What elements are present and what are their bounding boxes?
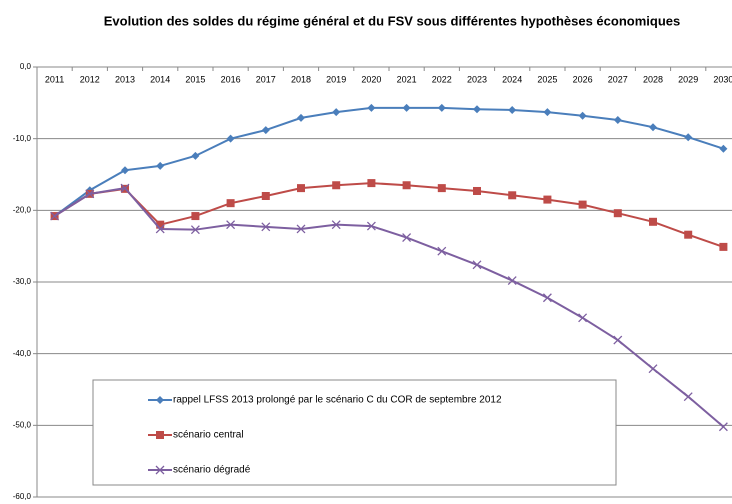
marker	[719, 144, 728, 153]
marker	[261, 192, 270, 200]
y-tick-label: -50,0	[13, 420, 32, 429]
marker	[508, 106, 517, 114]
marker	[437, 103, 446, 112]
marker	[473, 105, 481, 114]
x-tick-label: 2024	[502, 74, 522, 84]
marker	[613, 209, 622, 218]
marker	[191, 212, 200, 221]
marker	[121, 166, 129, 175]
marker	[649, 123, 657, 132]
marker	[508, 191, 517, 200]
legend-label: scénario central	[173, 430, 244, 441]
y-tick-label: -20,0	[13, 205, 32, 214]
legend-label: rappel LFSS 2013 prolongé par le scénari…	[173, 395, 502, 406]
y-tick-label: 0,0	[20, 62, 32, 71]
marker	[297, 113, 305, 122]
marker	[543, 195, 552, 204]
marker	[331, 220, 341, 230]
y-tick-label: -40,0	[13, 349, 32, 358]
marker	[332, 181, 341, 190]
marker	[402, 103, 411, 112]
x-tick-label: 2011	[45, 74, 64, 84]
marker	[402, 181, 411, 190]
x-tick-label: 2016	[221, 74, 241, 84]
marker	[226, 199, 235, 208]
marker	[156, 431, 164, 439]
marker	[719, 242, 728, 251]
marker	[507, 276, 517, 286]
y-tick-label: -60,0	[13, 492, 32, 501]
x-tick-label: 2028	[643, 74, 663, 84]
x-tick-label: 2023	[467, 74, 487, 84]
marker	[613, 335, 623, 345]
x-tick-label: 2030	[713, 74, 732, 84]
marker	[683, 392, 693, 402]
marker	[437, 246, 447, 256]
marker	[718, 422, 728, 432]
x-tick-label: 2026	[573, 74, 593, 84]
marker	[472, 260, 482, 270]
x-tick-label: 2012	[80, 74, 100, 84]
marker	[261, 126, 270, 135]
marker	[578, 313, 588, 323]
x-tick-label: 2017	[256, 74, 276, 84]
x-tick-label: 2021	[397, 74, 417, 84]
x-tick-label: 2019	[326, 74, 346, 84]
marker	[226, 220, 236, 230]
marker	[578, 200, 587, 209]
marker	[155, 224, 165, 234]
marker	[684, 133, 693, 142]
series-line	[54, 106, 724, 217]
chart-title: Evolution des soldes du régime général e…	[104, 13, 680, 28]
marker	[578, 111, 587, 120]
marker	[473, 186, 481, 195]
marker	[261, 222, 271, 232]
marker	[296, 224, 306, 234]
marker	[297, 184, 305, 193]
legend-box	[92, 379, 617, 486]
marker	[332, 108, 341, 117]
series-line	[54, 187, 725, 428]
marker	[367, 103, 376, 112]
marker	[437, 184, 446, 193]
y-tick-label: -10,0	[13, 134, 32, 143]
legend: rappel LFSS 2013 prolongé par le scénari…	[148, 395, 502, 476]
x-tick-label: 2027	[608, 74, 628, 84]
x-tick-label: 2013	[115, 74, 135, 84]
x-tick-label: 2025	[537, 74, 557, 84]
series-line	[54, 182, 724, 248]
marker	[190, 225, 200, 235]
x-tick-label: 2018	[291, 74, 311, 84]
x-tick-label: 2015	[185, 74, 205, 84]
marker	[367, 179, 376, 188]
marker	[191, 151, 200, 160]
marker	[543, 108, 552, 117]
marker	[684, 230, 693, 239]
marker	[649, 217, 657, 226]
marker	[542, 293, 552, 303]
y-tick-label: -30,0	[13, 277, 32, 286]
marker	[226, 134, 235, 143]
x-tick-label: 2020	[361, 74, 381, 84]
marker	[613, 116, 622, 125]
marker	[155, 465, 165, 475]
x-tick-label: 2022	[432, 74, 452, 84]
marker	[156, 220, 165, 229]
marker	[50, 211, 60, 221]
marker	[156, 161, 165, 170]
x-tick-label: 2029	[678, 74, 698, 84]
marker	[85, 189, 95, 199]
marker	[402, 233, 412, 243]
marker	[648, 364, 658, 374]
marker	[156, 396, 164, 404]
legend-label: scénario dégradé	[173, 465, 251, 476]
marker	[120, 183, 130, 193]
marker	[366, 221, 376, 231]
x-tick-label: 2014	[150, 74, 170, 84]
